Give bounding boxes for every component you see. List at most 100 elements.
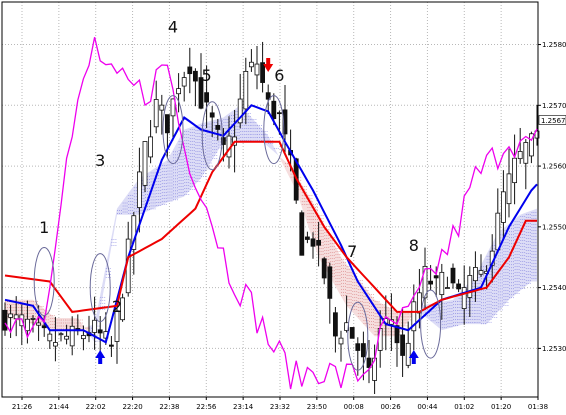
y-tick-label: 1.25600 [542, 163, 566, 171]
candle-body [69, 325, 75, 347]
x-tick-label: 21:26 [12, 403, 33, 411]
candle-body [416, 292, 422, 314]
candle-body [159, 104, 165, 111]
candle-body [456, 283, 462, 290]
candle-body [170, 98, 176, 117]
cloud-segment [346, 264, 353, 312]
x-tick-label: 23:32 [270, 403, 290, 411]
cloud-segment [251, 117, 257, 142]
candle-body [461, 287, 467, 309]
highlight-ellipse-7 [420, 289, 442, 359]
cloud-segment [285, 161, 291, 180]
current-price-label: 1.25675 [541, 117, 566, 125]
candle-body [153, 99, 159, 128]
candle-body [422, 265, 428, 299]
candle-body [400, 334, 406, 356]
x-tick-label: 22:20 [122, 403, 142, 411]
candle-body [529, 133, 534, 157]
x-tick-label: 23:14 [233, 403, 254, 411]
cloud-segment [173, 139, 179, 201]
candle-body [523, 142, 529, 164]
current-price-box [538, 115, 566, 125]
candle-body [13, 314, 19, 320]
cloud-segment [49, 313, 56, 331]
candles [2, 41, 540, 394]
candle-body [181, 77, 187, 87]
cloud-segment [335, 246, 341, 297]
cloud-segment [514, 214, 521, 296]
cloud-segment [531, 208, 537, 282]
highlight-ellipse-6 [347, 301, 369, 371]
y-tick-label: 1.25400 [542, 284, 566, 292]
cloud-segment [77, 318, 84, 331]
candle-body [506, 173, 512, 205]
annotation-label-8: 8 [409, 236, 419, 255]
candle-body [472, 267, 478, 282]
x-tick-label: 23:50 [307, 403, 327, 411]
candle-body [332, 312, 338, 337]
cloud-segment [318, 213, 325, 267]
y-tick-label: 1.25500 [542, 223, 566, 231]
candle-body [92, 319, 97, 333]
arrow-up-3 [408, 350, 419, 364]
candle-body [148, 136, 154, 158]
cloud-segment [161, 160, 168, 205]
cloud-segment [279, 156, 285, 169]
indicator-lines [4, 37, 538, 390]
candle-body [450, 267, 456, 284]
highlight-ellipses [33, 95, 442, 371]
series-line-2 [4, 37, 538, 390]
x-tick-label: 01:20 [491, 403, 511, 411]
candle-body [30, 317, 36, 320]
cloud-segment [341, 257, 347, 306]
annotations: 1 2 3 4 5 6 7 8 [39, 17, 419, 364]
highlight-ellipse-3 [162, 95, 184, 165]
candle-body [517, 151, 523, 160]
x-tick-label: 01:38 [528, 403, 548, 411]
candle-body [349, 327, 355, 339]
candle-body [176, 88, 182, 95]
candle-body [276, 112, 282, 115]
cloud-segment [117, 201, 123, 215]
candle-body [338, 337, 344, 345]
cloud-segment [402, 311, 409, 329]
x-tick-label: 00:08 [344, 403, 364, 411]
highlight-ellipse-1 [33, 247, 55, 317]
candle-body [198, 77, 204, 109]
y-tick-label: 1.25700 [542, 102, 566, 110]
series-line-1 [4, 140, 537, 313]
annotation-label-1: 1 [39, 218, 49, 237]
candle-body [304, 236, 310, 240]
x-tick-label: 00:26 [380, 403, 401, 411]
grid [2, 2, 539, 397]
candle-body [8, 313, 14, 318]
candle-body [220, 137, 226, 145]
candle-body [321, 258, 327, 279]
candle-body [254, 63, 260, 76]
candle-body [355, 343, 361, 351]
cloud-segment [61, 318, 67, 331]
candle-body [248, 61, 254, 68]
candle-body [478, 270, 484, 275]
candle-body [433, 275, 439, 279]
arrow-down-2 [263, 58, 274, 72]
candle-body [24, 318, 30, 332]
candle-body [2, 309, 8, 331]
cloud-segment [111, 208, 117, 247]
candle-body [366, 357, 372, 368]
candle-body [64, 335, 69, 340]
candle-body [512, 157, 517, 184]
x-tick-label: 22:02 [86, 403, 106, 411]
cloud-segment [167, 149, 173, 203]
candle-body [187, 66, 193, 75]
candle-body [215, 124, 221, 130]
cloud-segment [447, 299, 453, 329]
candle-body [114, 310, 120, 342]
annotation-label-4: 4 [168, 17, 178, 36]
candle-body [439, 271, 445, 296]
candle-body [192, 70, 198, 82]
candle-body [467, 275, 473, 298]
cloud-segment [441, 300, 448, 331]
